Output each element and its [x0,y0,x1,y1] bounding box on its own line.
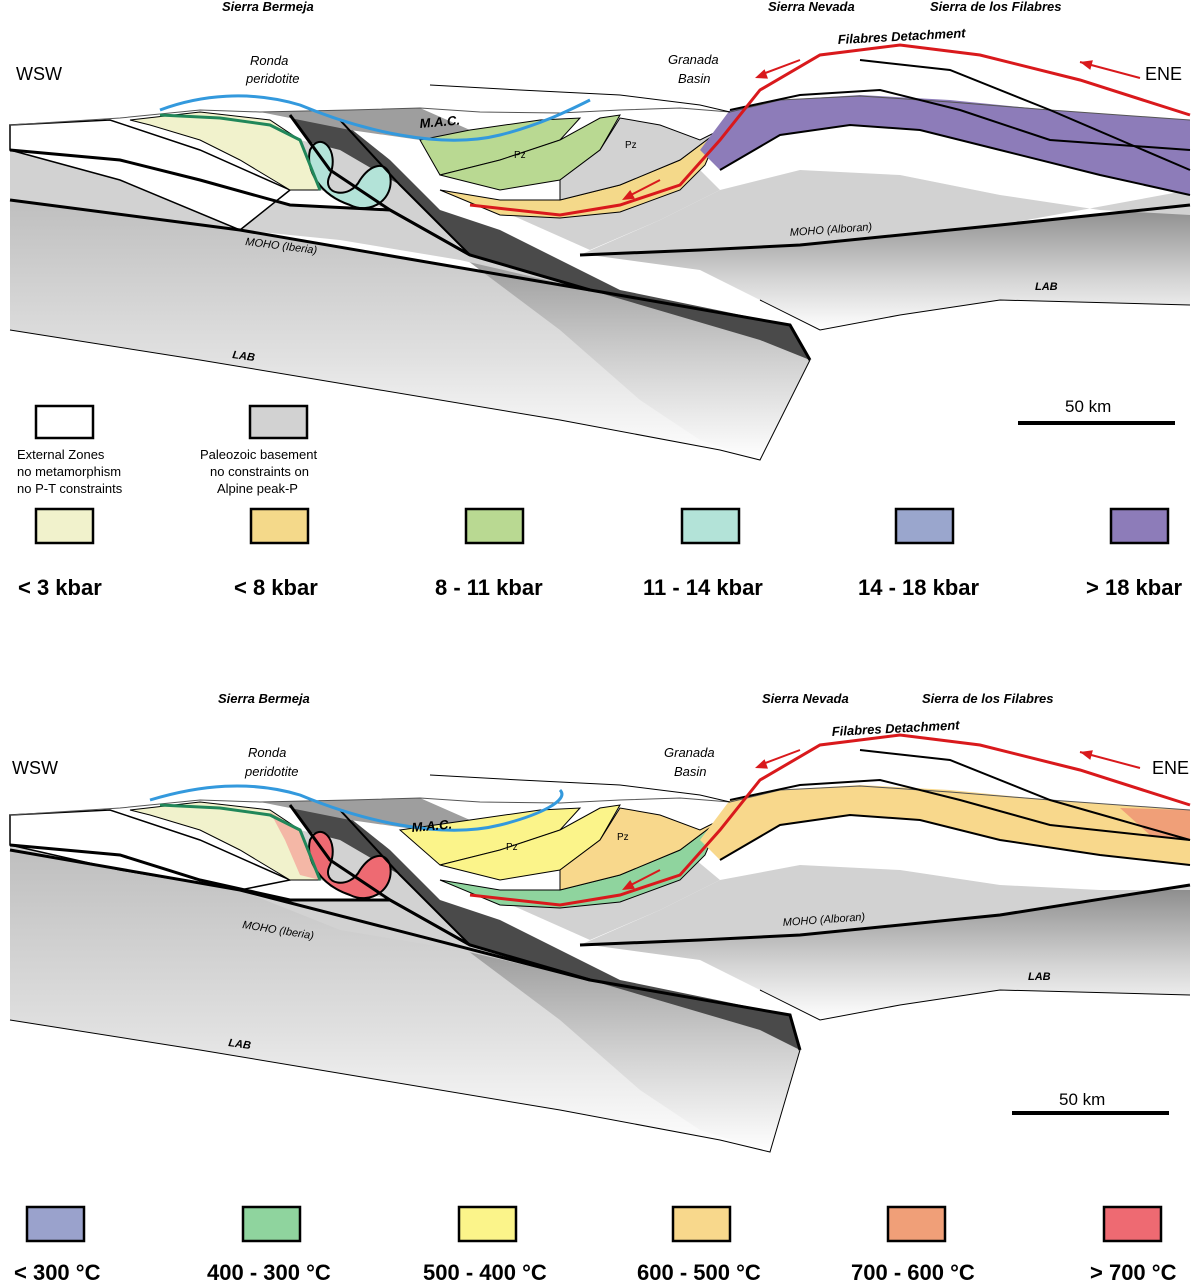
label-moho-alboran-1: MOHO (Alboran) [789,221,872,239]
legend-external-line2: no metamorphism [17,464,121,479]
unit-600-500-pz [559,807,721,891]
label-granada-1b: Basin [678,71,711,86]
legend-t-1-swatch [241,1205,302,1243]
label-ene-1: ENE [1145,64,1182,84]
label-granada-1a: Granada [668,52,719,67]
green-contact-1 [159,113,322,191]
label-ronda-1b: peridotite [245,71,299,86]
label-wsw-2: WSW [12,758,58,778]
legend-top: External Zones no metamorphism no P-T co… [17,404,317,496]
iberian-mantle [10,200,810,460]
legend-paleozoic-line2: no constraints on [210,464,309,479]
filabres-detachment-1 [469,43,1191,217]
label-pz-1a: Pz [514,150,526,161]
legend-t-3-label: 600 - 500 °C [637,1260,761,1282]
label-lab-2a: LAB [1028,971,1051,983]
legend-p-2-label: 8 - 11 kbar [435,575,543,600]
legend-p-1-swatch [249,507,310,545]
blue-line-1 [159,94,591,142]
legend-p-2-swatch [464,507,525,545]
filabres-arrow-a-1 [759,59,801,76]
legend-p-3-swatch [680,507,741,545]
legend-p-4-label: 14 - 18 kbar [858,575,980,600]
legend-paleozoic-line3: Alpine peak-P [217,481,298,496]
label-mac-1: M.A.C. [419,113,461,131]
legend-t-1-label: 400 - 300 °C [207,1260,331,1282]
topography-1 [9,95,1191,126]
label-filabres-detachment-2: Filabres Detachment [831,717,960,739]
legend-external-swatch [34,404,95,440]
label-ronda-1a: Ronda [250,53,288,68]
legend-external-line3: no P-T constraints [17,481,123,496]
legend-t-5-label: > 700 °C [1090,1260,1177,1282]
alboran-mantle [590,205,1190,330]
dark-slab [290,115,810,360]
scale-label-1: 50 km [1065,397,1111,416]
legend-paleozoic-swatch [248,404,309,440]
label-sierra-bermeja-1: Sierra Bermeja [222,0,314,14]
label-granada-2b: Basin [674,764,707,779]
label-moho-alboran-2: MOHO (Alboran) [782,911,865,929]
legend-t-2-label: 500 - 400 °C [423,1260,547,1282]
legend-p-1-label: < 8 kbar [234,575,318,600]
label-mac-2: M.A.C. [411,817,453,835]
legend-p-4-swatch [894,507,955,545]
legend-t-4-label: 700 - 600 °C [851,1260,975,1282]
legend-p-0-label: < 3 kbar [18,575,102,600]
unit-11-14 [308,141,392,210]
label-granada-2a: Granada [664,745,715,760]
unit-pz-gray [559,117,721,201]
legend-pressure: < 3 kbar < 8 kbar 8 - 11 kbar 11 - 14 kb… [18,507,1182,600]
unit-gt18 [700,95,1190,195]
scale-label-2: 50 km [1059,1090,1105,1109]
mac-layer [260,108,470,140]
label-ronda-2a: Ronda [248,745,286,760]
legend-external-line1: External Zones [17,447,105,462]
unit-gt700 [308,831,392,900]
unit-lt3 [129,111,321,191]
label-sierra-nevada-1: Sierra Nevada [768,0,855,14]
label-pz-2b: Pz [617,832,629,843]
legend-t-4-swatch [886,1205,947,1243]
legend-temperature: < 300 °C 400 - 300 °C 500 - 400 °C 600 -… [14,1205,1177,1282]
alboran-crust [580,170,1190,255]
label-wsw-1: WSW [16,64,62,84]
slab-tail [460,255,810,460]
legend-paleozoic-line1: Paleozoic basement [200,447,317,462]
external-zones [9,119,292,231]
unit-700-600 [1120,808,1190,840]
legend-p-5-label: > 18 kbar [1086,575,1182,600]
label-pz-2a: Pz [506,842,518,853]
legend-p-0-swatch [34,507,95,545]
label-ene-2: ENE [1152,758,1189,778]
pressure-section: Sierra Bermeja Sierra Nevada Sierra de l… [9,0,1191,461]
unit-8-11-b [439,114,621,191]
label-sierra-bermeja-2: Sierra Bermeja [218,691,310,706]
temperature-section: Sierra Bermeja Sierra Nevada Sierra de l… [9,691,1191,1153]
legend-t-0-swatch [25,1205,86,1243]
legend-t-3-swatch [671,1205,732,1243]
label-lab-2b: LAB [228,1037,252,1052]
legend-p-5-swatch [1109,507,1170,545]
label-lab-1a: LAB [1035,281,1058,293]
legend-t-5-swatch [1102,1205,1163,1243]
label-filabres-detachment-1: Filabres Detachment [837,25,966,47]
label-sierra-filabres-2: Sierra de los Filabres [922,691,1054,706]
legend-t-0-label: < 300 °C [14,1260,101,1282]
label-sierra-filabres-1: Sierra de los Filabres [930,0,1062,14]
label-lab-1b: LAB [232,349,256,364]
legend-t-2-swatch [457,1205,518,1243]
legend-p-3-label: 11 - 14 kbar [643,575,763,600]
label-ronda-2b: peridotite [244,764,298,779]
label-sierra-nevada-2: Sierra Nevada [762,691,849,706]
label-pz-1b: Pz [625,140,637,151]
